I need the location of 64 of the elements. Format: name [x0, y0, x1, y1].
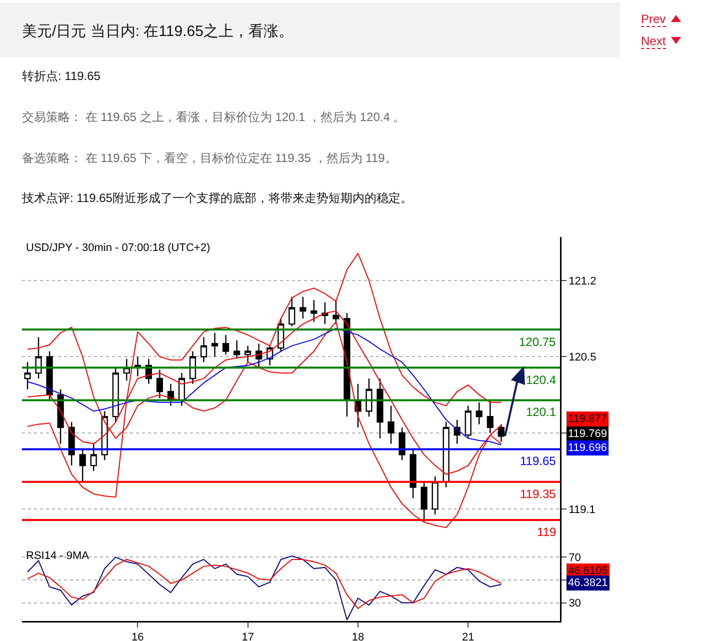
y-tick-label: 119.1 — [568, 504, 596, 516]
ref-line-label: 120.4 — [526, 373, 556, 387]
x-tick-label: 18 — [352, 632, 364, 641]
candlestick — [322, 302, 328, 325]
candlestick — [366, 378, 372, 418]
text: 46.3821 — [568, 577, 608, 589]
x-tick-label: 17 — [242, 632, 254, 641]
text: 119.769 — [568, 428, 607, 440]
text: 技术点评: 119.65附近形成了一个支撑的底部，将带来走势短期内的稳定。 — [22, 190, 412, 207]
candlestick — [398, 426, 406, 461]
text: 交易策略： 在 119.65 之上，看涨，目标价位为 120.1 ，然后为 120.4 。 — [22, 109, 406, 126]
text: 备选策略： 在 119.65 下，看空，目标价位定在 119.35 ，然后为 119。 — [22, 150, 397, 167]
candlestick — [442, 421, 450, 488]
candlestick — [376, 378, 384, 439]
y-tick-label: 70 — [568, 552, 581, 564]
x-tick-label: 21 — [462, 632, 474, 641]
y-tick-label: 30 — [568, 598, 581, 610]
candlestick — [112, 367, 119, 423]
text: 转折点: 119.65 — [22, 68, 100, 85]
candlestick — [200, 336, 208, 363]
candlestick — [410, 448, 416, 499]
candlestick — [420, 481, 428, 523]
candlestick — [90, 443, 97, 472]
candlestick — [178, 372, 186, 406]
ref-line-label: 119.65 — [520, 454, 556, 468]
candlestick — [288, 296, 296, 327]
candlestick — [486, 400, 494, 434]
candlestick — [432, 476, 438, 516]
line-series — [27, 328, 502, 446]
candlestick — [476, 402, 482, 425]
text: 46.6105 — [568, 565, 608, 577]
text: Prev — [641, 12, 666, 27]
text: 119.696 — [568, 442, 607, 454]
line-series — [27, 558, 502, 609]
candlestick — [79, 448, 86, 482]
candlestick — [464, 405, 472, 439]
candlestick — [156, 369, 163, 399]
ref-line-label: 120.75 — [519, 335, 556, 349]
candlestick — [244, 345, 252, 363]
candlestick — [35, 336, 42, 380]
text: Next — [641, 34, 666, 49]
candlestick — [234, 340, 240, 360]
text: 美元/日元 当日内: 在119.65之上，看涨。 — [22, 22, 294, 41]
ref-line-label: 119 — [537, 525, 556, 539]
candlestick — [300, 296, 306, 320]
x-tick-label: 16 — [132, 632, 144, 641]
candlestick — [123, 358, 130, 382]
y-tick-label: 120.5 — [568, 352, 596, 364]
candlestick — [189, 350, 196, 385]
candlestick — [46, 350, 53, 401]
y-tick-label: 121.2 — [568, 275, 596, 288]
candlestick — [256, 343, 262, 368]
text: RSI14 - 9MA — [26, 550, 90, 562]
candlestick — [498, 424, 504, 442]
candlestick — [388, 405, 394, 444]
ref-line-label: 119.35 — [520, 487, 556, 501]
text: 119.877 — [568, 413, 607, 425]
candlestick — [310, 300, 318, 322]
candlestick — [332, 300, 340, 325]
text: USD/JPY - 30min - 07:00:18 (UTC+2) — [26, 242, 210, 254]
ref-line-label: 120.1 — [526, 405, 556, 419]
candlestick — [24, 362, 31, 390]
candlestick — [222, 334, 230, 356]
candlestick — [211, 332, 218, 358]
